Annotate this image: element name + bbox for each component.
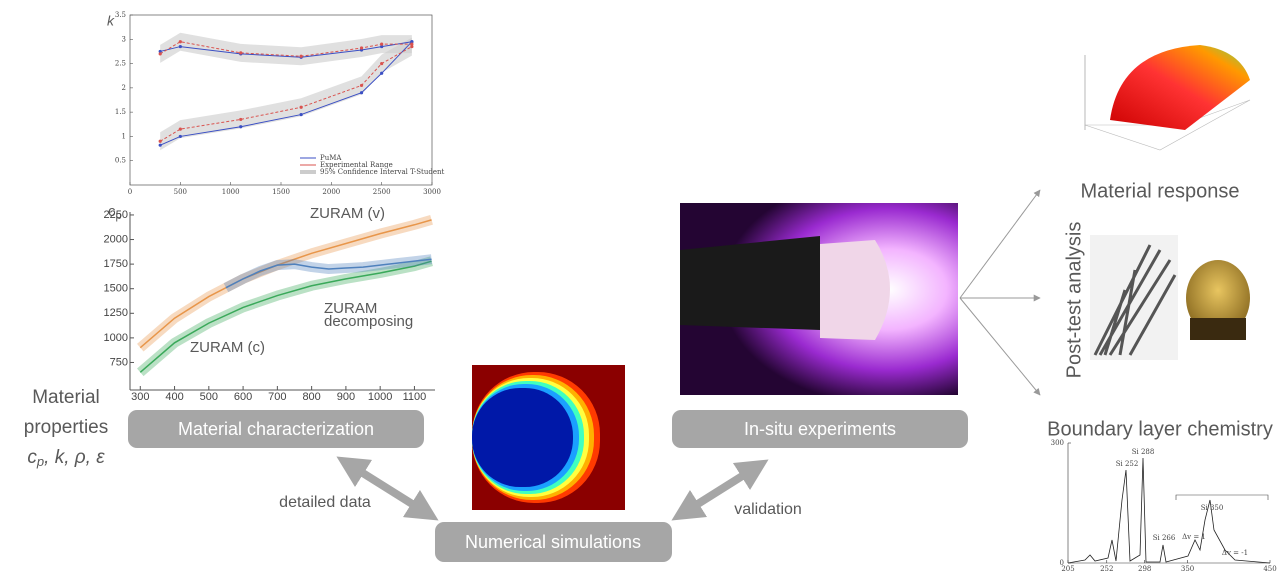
x-tick-label: 1000 bbox=[222, 188, 240, 196]
k-point bbox=[380, 72, 383, 75]
y-tick-label: 2250 bbox=[104, 209, 128, 221]
k-point bbox=[239, 118, 242, 121]
y-tick-label: 3 bbox=[122, 35, 126, 43]
k-point bbox=[239, 51, 242, 54]
x-tick-label: 0 bbox=[128, 188, 132, 196]
k-point bbox=[380, 43, 383, 46]
x-tick-label: 2000 bbox=[322, 188, 340, 196]
x-tick-label: 2500 bbox=[373, 188, 391, 196]
k-point bbox=[179, 40, 182, 43]
curve-label: ZURAM (c) bbox=[190, 339, 265, 356]
x-tick-label: 1500 bbox=[272, 188, 290, 196]
k-point bbox=[360, 84, 363, 87]
y-tick-label: 0 bbox=[1060, 559, 1064, 567]
x-tick-label: 500 bbox=[200, 391, 218, 403]
k-point bbox=[179, 128, 182, 131]
box-label: In-situ experiments bbox=[744, 419, 896, 439]
left-line: properties bbox=[24, 417, 109, 438]
k-point bbox=[380, 62, 383, 65]
y-tick-label: 2 bbox=[122, 84, 126, 92]
x-tick-label: 900 bbox=[337, 391, 355, 403]
x-tick-label: 252 bbox=[1100, 565, 1113, 573]
peak-label: Δv = 1 bbox=[1182, 533, 1206, 541]
y-tick-label: 1.5 bbox=[115, 108, 126, 116]
k-point bbox=[159, 52, 162, 55]
x-tick-label: 450 bbox=[1263, 565, 1276, 573]
y-tick-label: 750 bbox=[110, 356, 128, 368]
y-tick-label: 1750 bbox=[104, 258, 128, 270]
k-point bbox=[360, 46, 363, 49]
y-tick-label: 2000 bbox=[104, 233, 128, 245]
x-tick-label: 300 bbox=[131, 391, 149, 403]
k-point bbox=[360, 91, 363, 94]
right-label: Post-test analysis bbox=[1063, 222, 1085, 379]
left-line: Material bbox=[32, 387, 100, 408]
x-tick-label: 400 bbox=[165, 391, 183, 403]
k-point bbox=[179, 135, 182, 138]
k-point bbox=[239, 125, 242, 128]
x-tick-label: 1100 bbox=[403, 391, 427, 403]
response-plot bbox=[1085, 45, 1250, 150]
k-point bbox=[179, 45, 182, 48]
x-tick-label: 700 bbox=[268, 391, 286, 403]
post-test-images bbox=[1090, 235, 1250, 360]
peak-label: Δv = -1 bbox=[1222, 549, 1248, 557]
diagram: k 0500100015002000250030000.511.522.533.… bbox=[0, 0, 1287, 574]
y-tick-label: 300 bbox=[1051, 439, 1064, 447]
k-y-label: k bbox=[107, 13, 115, 29]
y-tick-label: 1500 bbox=[104, 283, 128, 295]
y-tick-label: 0.5 bbox=[115, 157, 126, 165]
x-tick-label: 800 bbox=[302, 391, 320, 403]
peak-label: Si 350 bbox=[1201, 504, 1224, 512]
x-tick-label: 3000 bbox=[423, 188, 441, 196]
y-tick-label: 1 bbox=[122, 132, 126, 140]
y-tick-label: 1000 bbox=[104, 332, 128, 344]
connectors bbox=[960, 190, 1040, 395]
right-label: Material response bbox=[1081, 180, 1240, 202]
arrow-label: detailed data bbox=[279, 494, 371, 511]
k-point bbox=[300, 106, 303, 109]
arrow-label: validation bbox=[734, 501, 802, 518]
box-label: Material characterization bbox=[178, 419, 374, 439]
symbols: cp, k, ρ, ε bbox=[27, 447, 105, 469]
peak-label: Si 252 bbox=[1116, 460, 1139, 468]
k-point bbox=[300, 55, 303, 58]
x-tick-label: 298 bbox=[1138, 565, 1151, 573]
plasma-image bbox=[680, 203, 958, 395]
y-tick-label: 3.5 bbox=[115, 11, 126, 19]
right-label: Boundary layer chemistry bbox=[1047, 418, 1273, 440]
curve-label: ZURAM (v) bbox=[310, 205, 385, 222]
y-tick-label: 1250 bbox=[104, 307, 128, 319]
x-tick-label: 500 bbox=[174, 188, 187, 196]
peak-label: Si 266 bbox=[1153, 534, 1176, 542]
x-tick-label: 1000 bbox=[368, 391, 392, 403]
left-label: Material properties cp, k, ρ, ε bbox=[24, 387, 109, 469]
legend-label: 95% Confidence Interval T-Student bbox=[320, 168, 444, 176]
box-label: Numerical simulations bbox=[465, 532, 641, 552]
x-tick-label: 600 bbox=[234, 391, 252, 403]
k-point bbox=[159, 140, 162, 143]
k-chart: k 0 500 1000 1500 2000 2500 3000 0.5 1 1.5 2 2.5 3 3.… bbox=[107, 11, 444, 196]
curve-label: decomposing bbox=[324, 313, 413, 330]
peak-label: Si 288 bbox=[1132, 448, 1155, 456]
simulation-image bbox=[472, 365, 625, 510]
y-tick-label: 2.5 bbox=[115, 60, 126, 68]
k-point bbox=[159, 144, 162, 147]
x-tick-label: 350 bbox=[1181, 565, 1194, 573]
k-point bbox=[410, 45, 413, 48]
k-point bbox=[300, 113, 303, 116]
